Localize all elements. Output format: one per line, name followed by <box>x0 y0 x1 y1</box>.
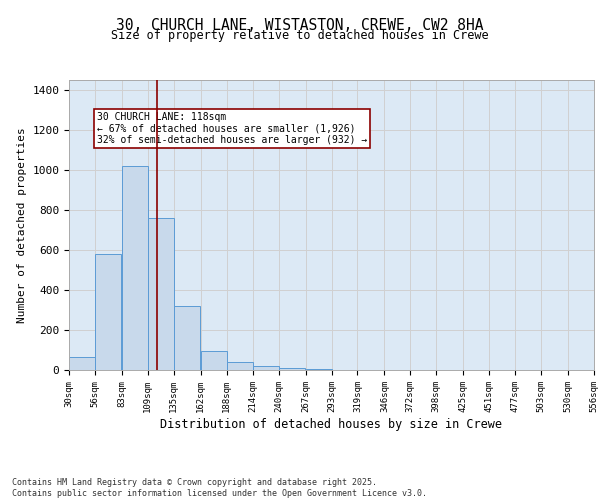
Bar <box>253 366 278 370</box>
Bar <box>201 351 227 370</box>
Bar <box>278 368 305 370</box>
Y-axis label: Number of detached properties: Number of detached properties <box>17 127 27 323</box>
Bar <box>95 254 121 370</box>
X-axis label: Distribution of detached houses by size in Crewe: Distribution of detached houses by size … <box>161 418 503 430</box>
Bar <box>227 362 253 370</box>
Text: 30, CHURCH LANE, WISTASTON, CREWE, CW2 8HA: 30, CHURCH LANE, WISTASTON, CREWE, CW2 8… <box>116 18 484 32</box>
Text: Size of property relative to detached houses in Crewe: Size of property relative to detached ho… <box>111 29 489 42</box>
Bar <box>174 306 200 370</box>
Bar <box>148 218 174 370</box>
Text: Contains HM Land Registry data © Crown copyright and database right 2025.
Contai: Contains HM Land Registry data © Crown c… <box>12 478 427 498</box>
Bar <box>69 357 95 370</box>
Text: 30 CHURCH LANE: 118sqm
← 67% of detached houses are smaller (1,926)
32% of semi-: 30 CHURCH LANE: 118sqm ← 67% of detached… <box>97 112 367 145</box>
Bar <box>122 166 148 370</box>
Bar <box>305 369 331 370</box>
